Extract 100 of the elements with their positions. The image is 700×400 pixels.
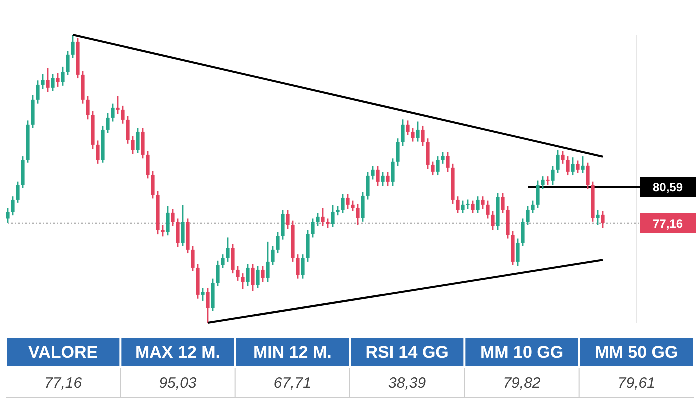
- candlestick: [166, 205, 170, 236]
- candlestick: [86, 96, 90, 120]
- candlestick: [541, 176, 545, 190]
- candlestick: [36, 80, 40, 105]
- candlestick: [176, 218, 180, 248]
- candlestick: [571, 156, 575, 176]
- candlestick: [326, 218, 330, 229]
- candlestick: [201, 288, 205, 302]
- candlestick: [191, 245, 195, 272]
- candlestick: [6, 208, 10, 224]
- candlestick: [406, 120, 410, 136]
- candlestick: [241, 272, 245, 290]
- candlestick: [361, 192, 365, 223]
- candlestick: [181, 204, 185, 247]
- candlestick: [51, 74, 55, 92]
- candlestick: [256, 265, 260, 290]
- text: 79,82: [503, 375, 541, 392]
- candlestick: [426, 138, 430, 170]
- candlestick: [491, 210, 495, 232]
- candlestick: [271, 245, 275, 266]
- candlestick: [161, 224, 165, 238]
- candlestick: [421, 125, 425, 147]
- candlestick: [516, 238, 520, 267]
- candlestick: [466, 199, 470, 210]
- text: 38,39: [388, 375, 426, 392]
- candlestick: [601, 210, 605, 229]
- candlestick: [446, 152, 450, 174]
- text: 95,03: [159, 375, 197, 392]
- candlestick: [96, 140, 100, 165]
- candlestick: [436, 156, 440, 176]
- candlestick: [121, 105, 125, 125]
- text: 79,61: [618, 375, 656, 392]
- category-label: RSI 14 GG: [366, 343, 449, 362]
- candlestick: [281, 210, 285, 241]
- candlestick: [251, 263, 255, 292]
- category-label: MM 10 GG: [480, 343, 564, 362]
- candlestick: [391, 158, 395, 187]
- candlestick: [131, 136, 135, 156]
- candlestick: [226, 237, 230, 263]
- candlestick: [386, 172, 390, 187]
- candlestick: [46, 67, 50, 93]
- candlestick: [461, 200, 465, 214]
- candlestick: [376, 165, 380, 187]
- candlestick: [411, 127, 415, 142]
- candlestick: [556, 150, 560, 174]
- candlestick: [481, 196, 485, 210]
- candlestick: [61, 66, 65, 87]
- candlestick: [56, 72, 60, 88]
- candlestick: [576, 160, 580, 174]
- candlestick: [581, 156, 585, 174]
- candlestick: [276, 232, 280, 254]
- candlestick: [416, 121, 420, 142]
- candlestick: [261, 265, 265, 283]
- candlestick: [296, 254, 300, 280]
- candlestick: [536, 180, 540, 209]
- candlestick: [301, 254, 305, 280]
- candlestick: [221, 254, 225, 269]
- candlestick: [11, 196, 15, 216]
- candlestick: [16, 181, 20, 204]
- candlestick: [521, 218, 525, 247]
- candlestick: [286, 210, 290, 230]
- candlestick: [231, 243, 235, 274]
- candlestick: [126, 116, 130, 145]
- candlestick: [71, 34, 75, 60]
- candlestick: [596, 210, 600, 226]
- candlestick: [341, 194, 345, 214]
- candlestick: [151, 170, 155, 200]
- candlestick: [486, 200, 490, 220]
- candlestick: [141, 127, 145, 160]
- candlestick: [501, 192, 505, 214]
- candlestick: [106, 112, 110, 134]
- candlestick: [371, 165, 375, 180]
- candlestick: [401, 118, 405, 147]
- candlestick: [346, 194, 350, 210]
- candlestick: [321, 208, 325, 227]
- candlestick: [471, 200, 475, 214]
- y-tick-label: 80,59: [652, 180, 684, 195]
- candlestick: [551, 165, 555, 186]
- candlestick: [531, 200, 535, 214]
- candlestick: [146, 150, 150, 180]
- candlestick: [311, 218, 315, 238]
- category-label: MIN 12 M.: [253, 343, 332, 362]
- candlestick: [66, 50, 70, 76]
- category-label: VALORE: [28, 343, 98, 362]
- candlestick: [216, 260, 220, 287]
- candlestick: [566, 156, 570, 176]
- candlestick: [456, 196, 460, 214]
- candlestick: [266, 241, 270, 283]
- candlestick: [526, 205, 530, 226]
- candlestick: [431, 161, 435, 176]
- candlestick: [476, 196, 480, 214]
- candlestick: [236, 265, 240, 282]
- candlestick: [246, 263, 250, 287]
- candlestick: [356, 203, 360, 226]
- candlestick: [441, 152, 445, 165]
- candlestick: [171, 208, 175, 227]
- candlestick: [206, 288, 210, 324]
- candlestick: [351, 200, 355, 212]
- candlestick: [41, 74, 45, 90]
- text: 67,71: [274, 375, 312, 392]
